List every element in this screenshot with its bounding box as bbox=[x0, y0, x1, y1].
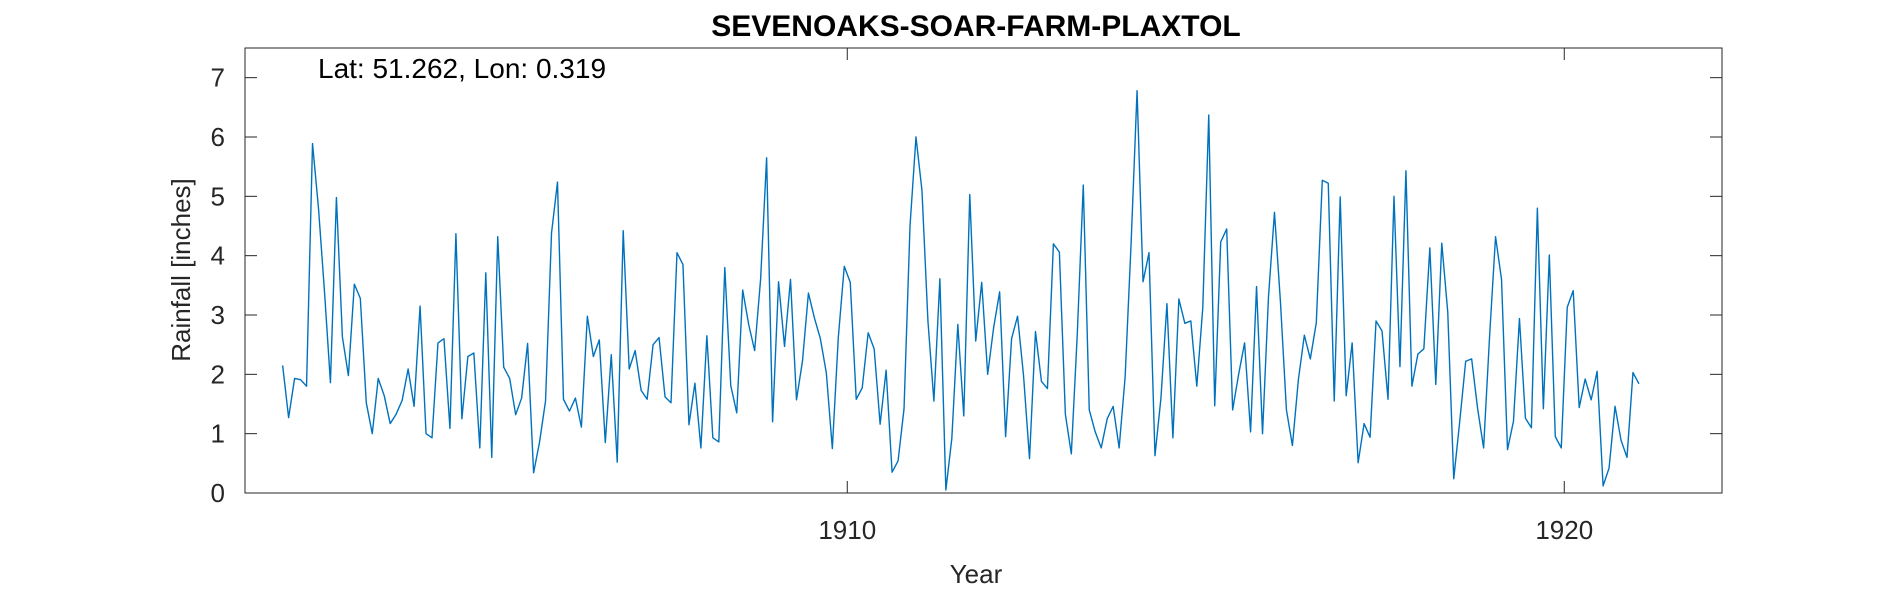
x-tick-label: 1920 bbox=[1535, 515, 1593, 545]
y-tick-label: 1 bbox=[211, 419, 225, 449]
rainfall-series-line bbox=[281, 90, 1640, 491]
y-tick-label: 3 bbox=[211, 300, 225, 330]
location-annotation: Lat: 51.262, Lon: 0.319 bbox=[318, 53, 606, 84]
x-tick-label: 1910 bbox=[818, 515, 876, 545]
y-tick-label: 5 bbox=[211, 181, 225, 211]
y-tick-label: 0 bbox=[211, 478, 225, 508]
y-tick-label: 2 bbox=[211, 359, 225, 389]
y-axis: 0 1 2 3 4 5 6 7 bbox=[211, 63, 1722, 508]
y-tick-label: 7 bbox=[211, 63, 225, 93]
chart-title: SEVENOAKS-SOAR-FARM-PLAXTOL bbox=[711, 10, 1240, 43]
y-tick-label: 4 bbox=[211, 241, 225, 271]
y-axis-label: Rainfall [inches] bbox=[166, 178, 196, 362]
y-tick-label: 6 bbox=[211, 122, 225, 152]
x-axis: 1910 1920 bbox=[818, 48, 1593, 545]
x-axis-label: Year bbox=[950, 559, 1003, 589]
